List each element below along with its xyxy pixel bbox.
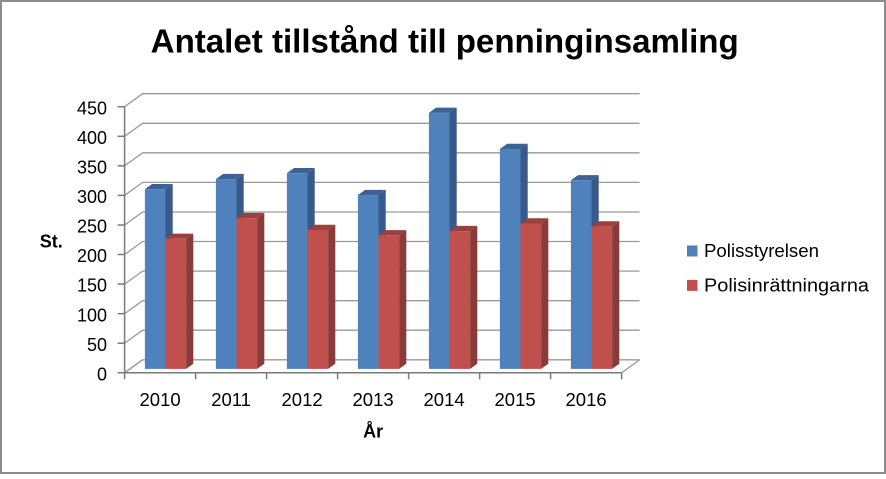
svg-text:2014: 2014 (424, 389, 465, 410)
svg-text:Polisinrättningarna: Polisinrättningarna (704, 274, 870, 295)
svg-text:400: 400 (77, 128, 107, 148)
svg-text:150: 150 (77, 276, 107, 296)
svg-text:2016: 2016 (566, 389, 607, 410)
svg-text:2011: 2011 (211, 389, 251, 410)
svg-text:450: 450 (77, 98, 107, 118)
svg-text:Polisstyrelsen: Polisstyrelsen (704, 240, 819, 261)
svg-text:St.: St. (40, 231, 63, 251)
svg-text:200: 200 (77, 246, 107, 266)
svg-text:250: 250 (77, 217, 107, 237)
svg-text:År: År (363, 422, 383, 442)
svg-text:300: 300 (77, 187, 107, 207)
svg-text:2010: 2010 (140, 389, 181, 410)
svg-text:Antalet tillstånd till penning: Antalet tillstånd till penninginsamling (151, 23, 739, 60)
svg-text:350: 350 (77, 157, 107, 177)
svg-text:2012: 2012 (282, 389, 323, 410)
svg-text:0: 0 (97, 364, 107, 384)
svg-text:2015: 2015 (495, 389, 536, 410)
svg-text:2013: 2013 (353, 389, 394, 410)
svg-text:100: 100 (77, 305, 107, 325)
svg-text:50: 50 (87, 335, 107, 355)
